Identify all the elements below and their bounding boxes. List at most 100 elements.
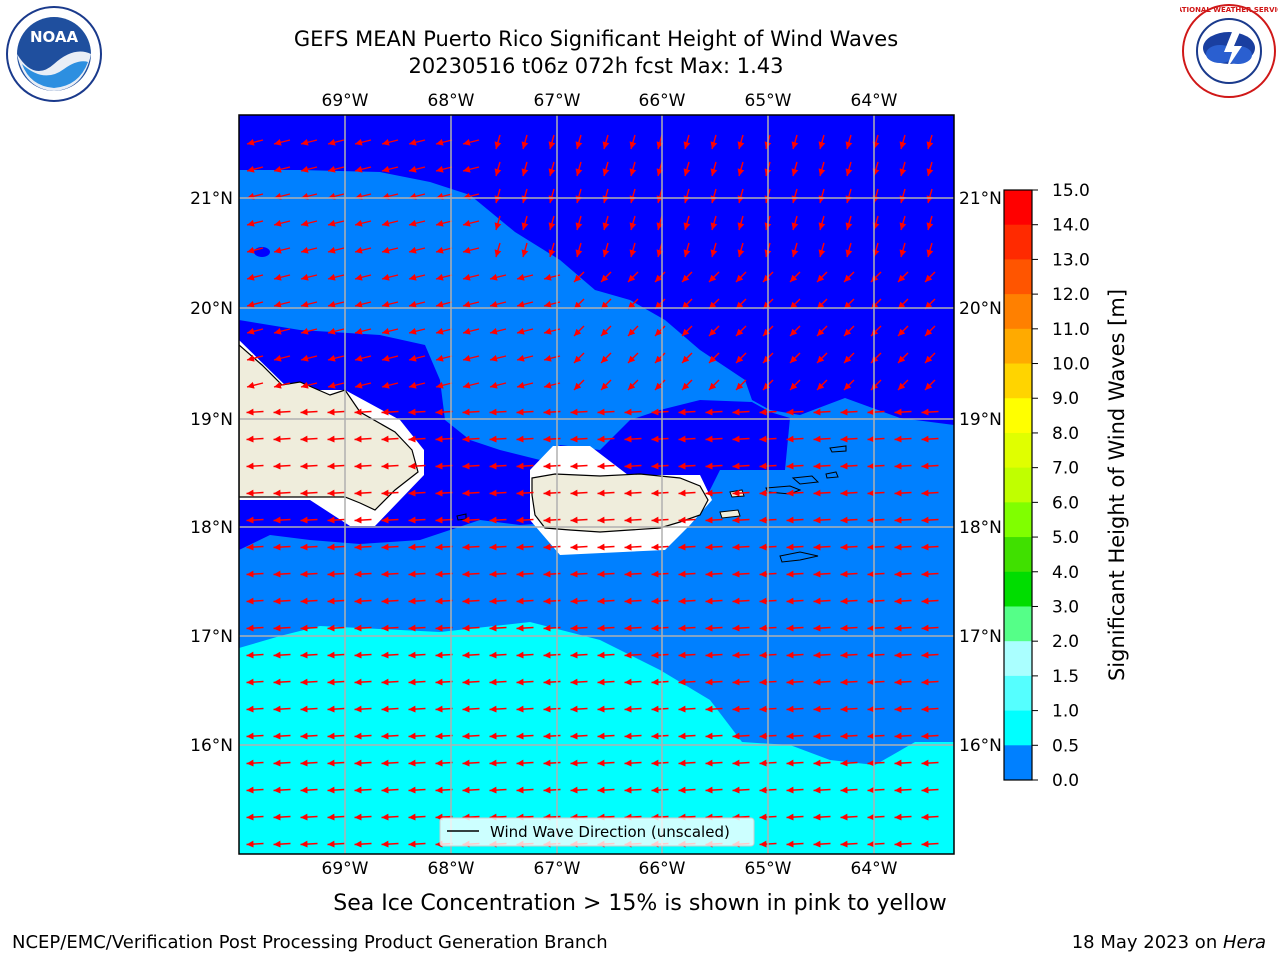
- noaa-logo-text: NOAA: [30, 28, 79, 46]
- wind-arrow: [489, 273, 507, 281]
- wind-arrow: [899, 242, 907, 258]
- wind-arrow: [435, 570, 453, 578]
- lon-label-bottom: 66°W: [639, 859, 686, 879]
- wind-arrow: [570, 705, 588, 713]
- colorbar-segment: [1004, 363, 1032, 399]
- wind-arrow: [408, 489, 426, 497]
- wind-arrow: [813, 489, 831, 497]
- wind-arrow: [651, 570, 669, 578]
- wind-arrow: [789, 325, 801, 337]
- wind-arrow: [921, 408, 939, 416]
- wind-arrow: [602, 134, 610, 150]
- wind-arrow: [516, 489, 534, 497]
- colorbar-tick-label: 14.0: [1052, 216, 1090, 236]
- colorbar: 15.0 14.0 13.0 12.0 11.0 10.0 9.0 8.0 7.0 6.0 5.0 4…: [1003, 181, 1090, 791]
- wind-arrow: [624, 570, 642, 578]
- wind-arrow: [246, 543, 264, 551]
- wind-arrow: [597, 570, 615, 578]
- lon-label-top: 66°W: [639, 91, 686, 111]
- wind-arrow: [462, 489, 480, 497]
- wind-arrow: [600, 325, 612, 337]
- wind-arrow: [300, 408, 318, 416]
- colorbar-tick-label: 7.0: [1052, 459, 1079, 479]
- wind-arrow: [624, 543, 642, 551]
- wind-arrow: [897, 379, 909, 391]
- footer-date-host: Hera: [1222, 932, 1266, 953]
- wind-arrow: [867, 732, 885, 740]
- wind-arrow: [273, 462, 291, 470]
- wind-arrow: [462, 678, 480, 686]
- wind-arrow: [870, 379, 882, 391]
- lat-label-left: 20°N: [190, 299, 233, 319]
- wind-arrow: [543, 570, 561, 578]
- wind-arrow: [521, 215, 529, 231]
- wind-arrow: [273, 678, 291, 686]
- wind-arrow: [246, 246, 264, 254]
- wind-arrow: [327, 219, 345, 227]
- wind-arrow: [489, 543, 507, 551]
- wind-arrow: [818, 242, 826, 258]
- chart-subtitle: 20230516 t06z 072h fcst Max: 1.43: [408, 54, 784, 78]
- nws-logo: NATIONAL WEATHER SERVICE: [1180, 4, 1278, 98]
- wind-arrow: [813, 678, 831, 686]
- wind-arrow: [867, 840, 885, 848]
- wind-arrow: [354, 354, 372, 362]
- wind-arrow: [624, 489, 642, 497]
- wind-arrow: [246, 165, 264, 173]
- wind-arrow: [818, 134, 826, 150]
- wind-arrow: [816, 379, 828, 391]
- wind-arrow: [624, 732, 642, 740]
- lat-label-left: 16°N: [190, 736, 233, 756]
- wind-arrow: [516, 543, 534, 551]
- wind-arrow: [786, 759, 804, 767]
- colorbar-segment: [1004, 432, 1032, 469]
- wind-arrow: [521, 188, 529, 204]
- colorbar-segment: [1004, 259, 1032, 295]
- wind-arrow: [381, 759, 399, 767]
- wind-arrow: [681, 325, 693, 337]
- wind-arrow: [327, 165, 345, 173]
- wind-arrow: [710, 188, 718, 204]
- wind-arrow: [678, 813, 696, 821]
- wind-arrow: [462, 327, 480, 335]
- lon-label-top: 67°W: [534, 91, 581, 111]
- wind-arrow: [737, 161, 745, 177]
- wind-arrow: [408, 759, 426, 767]
- wind-arrow: [651, 462, 669, 470]
- wind-arrow: [246, 705, 264, 713]
- wind-arrow: [327, 732, 345, 740]
- wind-arrow: [354, 516, 372, 524]
- wind-arrow: [924, 271, 936, 283]
- wind-arrow: [548, 161, 556, 177]
- wind-arrow: [845, 215, 853, 231]
- wind-arrow: [786, 624, 804, 632]
- wind-arrow: [840, 651, 858, 659]
- wind-arrow: [894, 408, 912, 416]
- wind-arrow: [681, 271, 693, 283]
- wind-arrow: [246, 786, 264, 794]
- wind-arrow: [543, 516, 561, 524]
- wind-arrow: [651, 651, 669, 659]
- wind-arrow: [845, 188, 853, 204]
- wind-arrow: [354, 813, 372, 821]
- wind-arrow: [926, 215, 934, 231]
- wind-arrow: [894, 570, 912, 578]
- wind-arrow: [327, 462, 345, 470]
- wind-arrow: [654, 352, 666, 364]
- wind-arrow: [516, 273, 534, 281]
- wind-arrow: [327, 570, 345, 578]
- wind-arrow: [926, 134, 934, 150]
- wind-arrow: [624, 813, 642, 821]
- lon-label-bottom: 69°W: [322, 859, 369, 879]
- wind-arrow: [462, 381, 480, 389]
- wind-arrow: [867, 543, 885, 551]
- wind-arrow: [462, 597, 480, 605]
- wind-arrow: [381, 435, 399, 443]
- wind-arrow: [327, 381, 345, 389]
- wind-arrow: [897, 352, 909, 364]
- wind-arrow: [354, 597, 372, 605]
- wind-arrow: [327, 624, 345, 632]
- wind-arrow: [408, 408, 426, 416]
- wind-arrow: [600, 379, 612, 391]
- wind-arrow: [573, 325, 585, 337]
